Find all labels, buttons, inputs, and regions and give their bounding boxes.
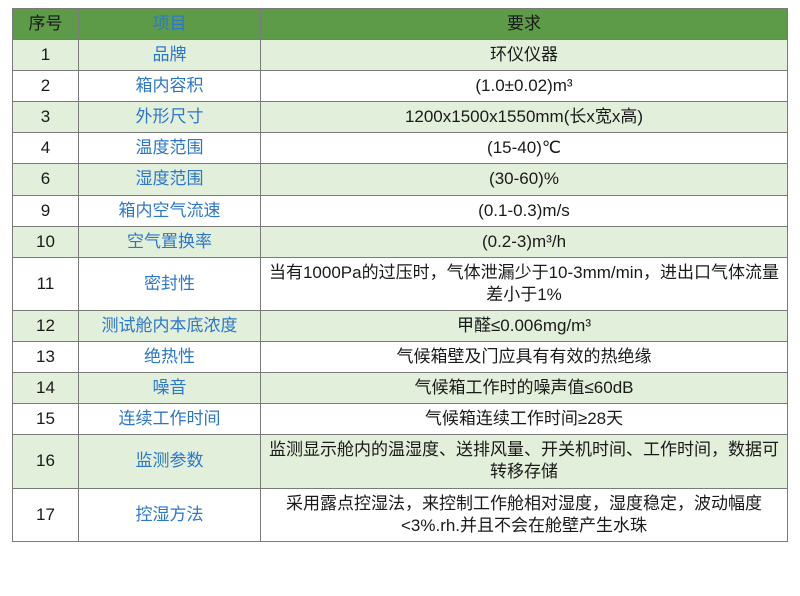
cell-req: (15-40)℃ <box>261 133 788 164</box>
cell-item: 箱内空气流速 <box>79 195 261 226</box>
table-row: 3外形尺寸1200x1500x1550mm(长x宽x高) <box>13 102 788 133</box>
cell-no: 9 <box>13 195 79 226</box>
cell-no: 4 <box>13 133 79 164</box>
cell-item: 品牌 <box>79 40 261 71</box>
cell-req: 1200x1500x1550mm(长x宽x高) <box>261 102 788 133</box>
cell-item: 绝热性 <box>79 342 261 373</box>
cell-req: (0.2-3)m³/h <box>261 226 788 257</box>
table-row: 17控湿方法采用露点控湿法，来控制工作舱相对湿度，湿度稳定，波动幅度<3%.rh… <box>13 488 788 541</box>
cell-req: 采用露点控湿法，来控制工作舱相对湿度，湿度稳定，波动幅度<3%.rh.并且不会在… <box>261 488 788 541</box>
table-row: 1品牌环仪仪器 <box>13 40 788 71</box>
header-no: 序号 <box>13 9 79 40</box>
table-row: 13绝热性气候箱壁及门应具有有效的热绝缘 <box>13 342 788 373</box>
cell-no: 6 <box>13 164 79 195</box>
cell-no: 16 <box>13 435 79 488</box>
cell-item: 湿度范围 <box>79 164 261 195</box>
cell-req: (30-60)% <box>261 164 788 195</box>
table-header-row: 序号 项目 要求 <box>13 9 788 40</box>
cell-req: (1.0±0.02)m³ <box>261 71 788 102</box>
cell-item: 控湿方法 <box>79 488 261 541</box>
cell-req: 气候箱连续工作时间≥28天 <box>261 404 788 435</box>
cell-req: (0.1-0.3)m/s <box>261 195 788 226</box>
cell-no: 3 <box>13 102 79 133</box>
cell-item: 密封性 <box>79 257 261 310</box>
cell-req: 气候箱工作时的噪声值≤60dB <box>261 373 788 404</box>
cell-no: 1 <box>13 40 79 71</box>
cell-no: 15 <box>13 404 79 435</box>
cell-req: 环仪仪器 <box>261 40 788 71</box>
cell-req: 气候箱壁及门应具有有效的热绝缘 <box>261 342 788 373</box>
table-row: 4温度范围(15-40)℃ <box>13 133 788 164</box>
cell-req: 监测显示舱内的温湿度、送排风量、开关机时间、工作时间，数据可转移存储 <box>261 435 788 488</box>
cell-no: 12 <box>13 310 79 341</box>
header-item: 项目 <box>79 9 261 40</box>
table-row: 10空气置换率(0.2-3)m³/h <box>13 226 788 257</box>
table-row: 14噪音气候箱工作时的噪声值≤60dB <box>13 373 788 404</box>
header-req: 要求 <box>261 9 788 40</box>
cell-item: 噪音 <box>79 373 261 404</box>
table-row: 2箱内容积(1.0±0.02)m³ <box>13 71 788 102</box>
cell-item: 测试舱内本底浓度 <box>79 310 261 341</box>
cell-no: 10 <box>13 226 79 257</box>
cell-no: 14 <box>13 373 79 404</box>
cell-item: 空气置换率 <box>79 226 261 257</box>
spec-table: 序号 项目 要求 1品牌环仪仪器2箱内容积(1.0±0.02)m³3外形尺寸12… <box>12 8 788 542</box>
cell-no: 13 <box>13 342 79 373</box>
cell-item: 外形尺寸 <box>79 102 261 133</box>
cell-no: 11 <box>13 257 79 310</box>
cell-req: 甲醛≤0.006mg/m³ <box>261 310 788 341</box>
cell-no: 2 <box>13 71 79 102</box>
cell-no: 17 <box>13 488 79 541</box>
table-row: 15连续工作时间气候箱连续工作时间≥28天 <box>13 404 788 435</box>
cell-item: 连续工作时间 <box>79 404 261 435</box>
table-row: 9箱内空气流速(0.1-0.3)m/s <box>13 195 788 226</box>
cell-item: 温度范围 <box>79 133 261 164</box>
table-row: 6湿度范围(30-60)% <box>13 164 788 195</box>
table-row: 12测试舱内本底浓度甲醛≤0.006mg/m³ <box>13 310 788 341</box>
cell-req: 当有1000Pa的过压时，气体泄漏少于10-3mm/min，进出口气体流量差小于… <box>261 257 788 310</box>
cell-item: 箱内容积 <box>79 71 261 102</box>
table-row: 11密封性当有1000Pa的过压时，气体泄漏少于10-3mm/min，进出口气体… <box>13 257 788 310</box>
cell-item: 监测参数 <box>79 435 261 488</box>
table-row: 16监测参数监测显示舱内的温湿度、送排风量、开关机时间、工作时间，数据可转移存储 <box>13 435 788 488</box>
